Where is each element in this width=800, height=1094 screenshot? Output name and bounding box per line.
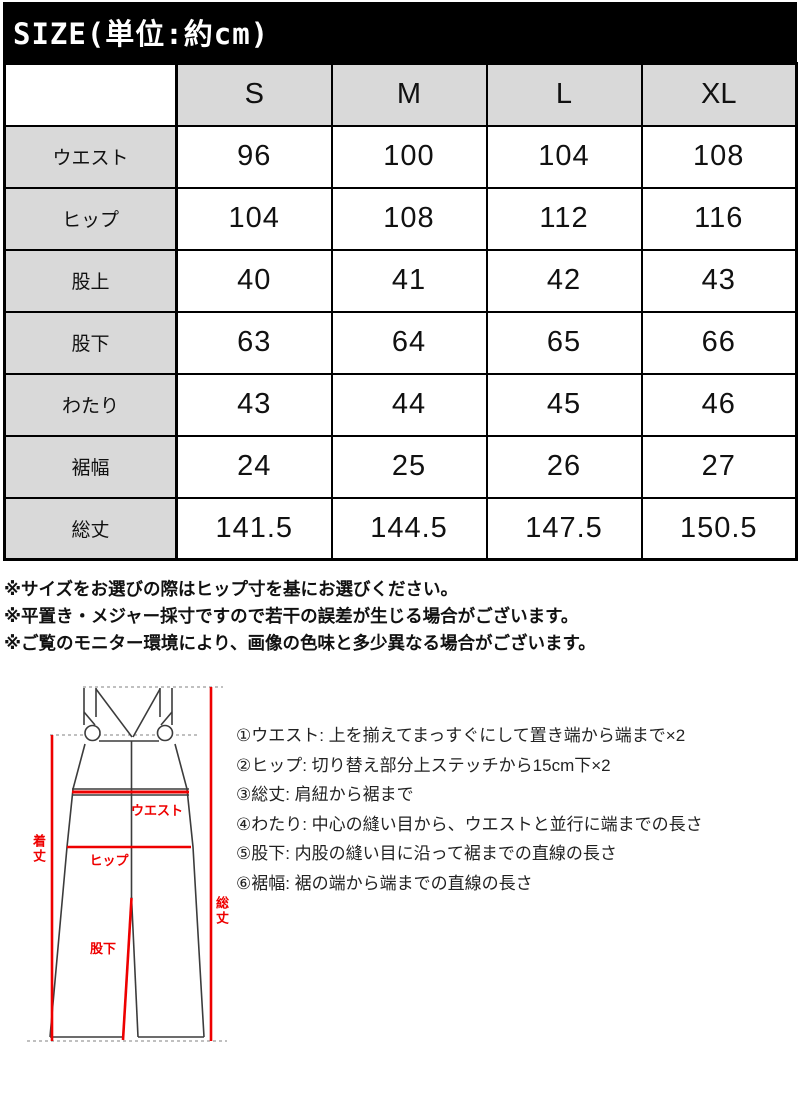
size-table-header-row: S M L XL [3, 62, 798, 127]
measurement-value-cell: 96 [175, 124, 333, 189]
measurement-value-cell: 100 [330, 124, 488, 189]
measure-method-line: ④わたり: 中心の縫い目から、ウエストと並行に端までの長さ [236, 814, 703, 834]
measure-method-line: ⑤股下: 内股の縫い目に沿って裾までの直線の長さ [236, 844, 617, 863]
total-length-label: 総丈 [214, 896, 229, 926]
measurement-value-cell: 150.5 [640, 496, 798, 561]
right-strap-fold [160, 711, 173, 726]
size-table-row: 裾幅 24 25 26 27 [3, 434, 798, 499]
measurement-value-cell: 42 [485, 248, 643, 313]
measurement-value-cell: 40 [175, 248, 333, 313]
measure-method-line: ②ヒップ: 切り替え部分上ステッチから15cm下×2 [236, 755, 611, 775]
right-strap-button [156, 724, 174, 742]
left-side-outline [49, 743, 86, 1038]
measurement-value-cell: 46 [640, 372, 798, 437]
measurement-value-cell: 65 [485, 310, 643, 375]
measurement-label-cell: 股下 [3, 310, 178, 375]
left-strap [83, 688, 97, 725]
size-table: S M L XL ウエスト 96 100 104 108 ヒップ 104 108 112 116 股上 40… [3, 62, 798, 561]
measurement-value-cell: 27 [640, 434, 798, 499]
measurement-value-cell: 141.5 [175, 496, 333, 561]
measurement-value-cell: 26 [485, 434, 643, 499]
left-cross-strap [95, 688, 133, 738]
left-strap-button [84, 724, 101, 742]
measurement-value-cell: 108 [330, 186, 488, 251]
right-cross-strap [132, 688, 161, 738]
size-chart-title-bar: SIZE(単位:約cm) [3, 2, 797, 62]
right-leg-inner-edge [130, 896, 139, 1038]
measurement-value-cell: 144.5 [330, 496, 488, 561]
measurement-value-cell: 147.5 [485, 496, 643, 561]
measurement-value-cell: 64 [330, 310, 488, 375]
measurement-value-cell: 43 [175, 372, 333, 437]
measurement-label-cell: 総丈 [3, 496, 178, 561]
size-table-row: 股下 63 64 65 66 [3, 310, 798, 375]
measurement-value-cell: 63 [175, 310, 333, 375]
measurement-value-cell: 66 [640, 310, 798, 375]
measurement-value-cell: 108 [640, 124, 798, 189]
size-notes: ※サイズをお選びの際はヒップ寸を基にお選びください。 ※平置き・メジャー採寸ですの… [4, 576, 796, 657]
measurement-value-cell: 112 [485, 186, 643, 251]
size-column-header: L [485, 62, 643, 127]
inseam-label: 股下 [90, 941, 116, 956]
size-table-row: 股上 40 41 42 43 [3, 248, 798, 313]
measurement-method-list: ①ウエスト: 上を揃えてまっすぐにして置き端から端まで×2 ②ヒップ: 切り替え部… [236, 679, 703, 898]
garment-measurement-diagram: ウエスト ヒップ 股下 着丈 総丈 [15, 679, 230, 1057]
waist-seam-stitching [72, 788, 189, 796]
size-table-row: 総丈 141.5 144.5 147.5 150.5 [3, 496, 798, 561]
measurement-value-cell: 104 [175, 186, 333, 251]
size-table-body: ウエスト 96 100 104 108 ヒップ 104 108 112 116 股上 40 41 42 43… [3, 124, 798, 561]
wear-length-label: 着丈 [31, 834, 46, 864]
measurement-label-cell: ウエスト [3, 124, 178, 189]
measurement-value-cell: 43 [640, 248, 798, 313]
measure-method-line: ③総丈: 肩紐から裾まで [236, 785, 414, 804]
size-column-header: XL [640, 62, 798, 127]
measurement-value-cell: 44 [330, 372, 488, 437]
size-table-header: S M L XL [3, 62, 798, 127]
size-table-row: わたり 43 44 45 46 [3, 372, 798, 437]
size-chart-title: SIZE(単位:約cm) [13, 17, 270, 51]
inseam-measure-line [121, 897, 133, 1041]
overalls-diagram-svg: ウエスト ヒップ 股下 [27, 686, 227, 1042]
size-note-line: ※サイズをお選びの際はヒップ寸を基にお選びください。 [4, 579, 458, 599]
size-note-line: ※ご覧のモニター環境により、画像の色味と多少異なる場合がございます。 [4, 633, 596, 653]
hip-label: ヒップ [89, 853, 129, 868]
measurement-label-cell: ヒップ [3, 186, 178, 251]
size-table-row: ヒップ 104 108 112 116 [3, 186, 798, 251]
size-note-line: ※平置き・メジャー採寸ですので若干の誤差が生じる場合がございます。 [4, 606, 579, 626]
left-strap-fold [83, 711, 96, 726]
size-table-corner-cell [3, 62, 178, 127]
size-table-row: ウエスト 96 100 104 108 [3, 124, 798, 189]
measurement-value-cell: 104 [485, 124, 643, 189]
measure-method-line: ⑥裾幅: 裾の端から端までの直線の長さ [236, 873, 533, 893]
measurement-label-cell: 裾幅 [3, 434, 178, 499]
measurement-value-cell: 24 [175, 434, 333, 499]
measurement-value-cell: 116 [640, 186, 798, 251]
size-column-header: M [330, 62, 488, 127]
measurement-label-cell: 股上 [3, 248, 178, 313]
measurement-value-cell: 45 [485, 372, 643, 437]
measurement-figure-section: ウエスト ヒップ 股下 着丈 総丈 ①ウエスト: 上を揃えてまっすぐにして置き端… [0, 679, 800, 1057]
measurement-label-cell: わたり [3, 372, 178, 437]
measurement-value-cell: 41 [330, 248, 488, 313]
right-side-outline [174, 743, 205, 1038]
measurement-lines [50, 687, 213, 1041]
measurement-value-cell: 25 [330, 434, 488, 499]
size-column-header: S [175, 62, 333, 127]
right-strap [159, 688, 173, 725]
measure-method-line: ①ウエスト: 上を揃えてまっすぐにして置き端から端まで×2 [236, 726, 686, 745]
waist-label: ウエスト [131, 803, 183, 818]
